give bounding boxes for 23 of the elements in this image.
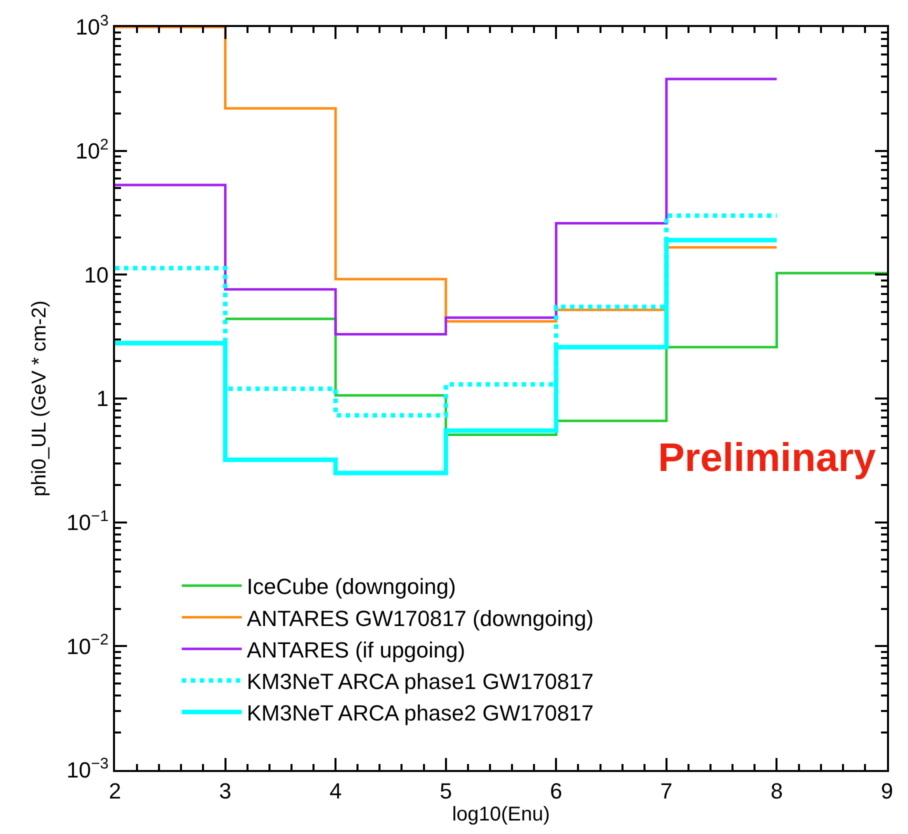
y-tick-label: 10 [84, 262, 109, 288]
x-tick-label: 7 [660, 778, 673, 804]
legend-label: ANTARES (if upgoing) [246, 637, 466, 662]
legend-label: KM3NeT ARCA phase2 GW170817 [246, 700, 594, 726]
y-tick-label: 10$^{−3}$ [66, 755, 109, 783]
x-tick-label: 4 [329, 778, 342, 804]
legend-label: ANTARES GW170817 (downgoing) [246, 606, 594, 631]
x-tick-label: 5 [440, 778, 452, 804]
x-axis-title: log10(Enu) [452, 803, 550, 826]
annotation: Preliminary [658, 436, 877, 480]
y-tick-label: 10$^{−1}$ [66, 508, 109, 536]
y-tick-label: 10$^{−2}$ [66, 632, 109, 659]
x-tick-label: 8 [770, 778, 783, 804]
x-tick-label: 6 [550, 778, 562, 804]
y-tick-label: 10$^{2}$ [76, 136, 109, 164]
legend-label: IceCube (downgoing) [246, 574, 456, 600]
y-tick-label: 10$^{3}$ [76, 12, 109, 40]
legend-label: KM3NeT ARCA phase1 GW170817 [246, 669, 594, 694]
x-tick-label: 3 [219, 778, 232, 804]
y-tick-label: 1 [96, 386, 109, 412]
y-axis-title: phi0_UL (GeV * cm-2) [28, 300, 51, 496]
x-tick-label: 9 [880, 778, 894, 804]
x-tick-label: 2 [108, 778, 122, 804]
